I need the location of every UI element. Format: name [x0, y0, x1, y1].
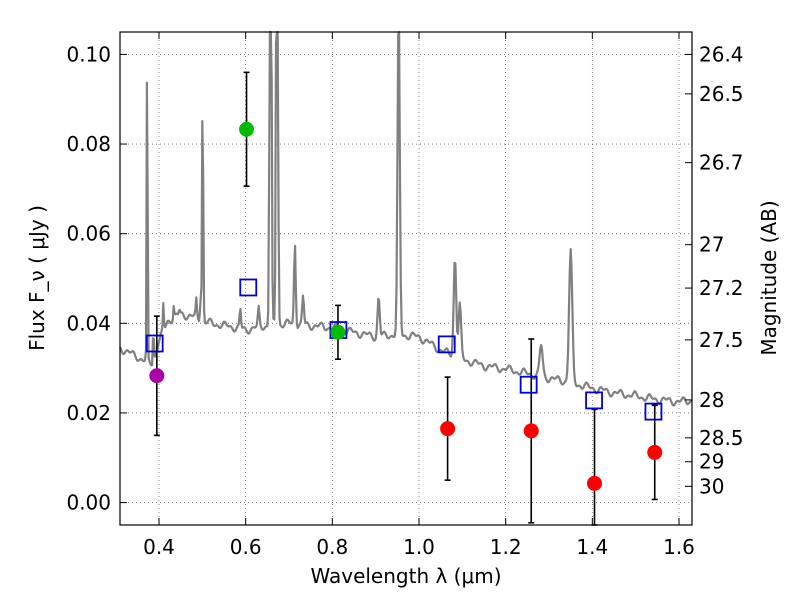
mag-tick-label: 26.7 — [699, 151, 744, 175]
x-tick-label: 0.4 — [143, 535, 175, 559]
model-photometry-square — [239, 278, 258, 297]
y-tick-label: 0.00 — [66, 491, 111, 515]
x-tick-label: 0.8 — [316, 535, 348, 559]
tick-label-layer: 0.4 0.6 0.8 1.0 1.2 1.4 1.6 0.00 0.02 0.04 0.06 0.0… — [66, 42, 743, 559]
observed-point — [239, 121, 255, 137]
mag-tick-label: 27 — [699, 233, 724, 257]
grid-layer — [120, 32, 692, 525]
y-tick-label: 0.10 — [66, 42, 111, 66]
observed-point — [647, 444, 663, 460]
tick-layer — [120, 32, 692, 525]
x-tick-label: 0.6 — [230, 535, 262, 559]
mag-tick-label: 27.5 — [699, 328, 744, 352]
model-photometry-square — [145, 334, 164, 353]
mag-tick-label: 29 — [699, 450, 724, 474]
observed-point — [330, 324, 346, 340]
observed-point — [587, 475, 602, 491]
mag-tick-label: 28.5 — [699, 426, 744, 450]
right-y-axis-title: Magnitude (AB) — [757, 200, 781, 355]
x-tick-label: 1.0 — [403, 535, 435, 559]
model-spectrum-line — [118, 30, 693, 407]
y-tick-label: 0.08 — [66, 132, 111, 156]
y-tick-label: 0.06 — [66, 222, 111, 246]
x-axis-title: Wavelength λ (μm) — [310, 564, 501, 588]
mag-tick-label: 27.2 — [699, 276, 744, 300]
mag-tick-label: 26.4 — [699, 42, 744, 66]
observed-point — [440, 421, 456, 437]
y-tick-label: 0.02 — [66, 401, 111, 425]
model-photometry-square — [437, 335, 456, 354]
observed-point — [523, 423, 539, 439]
mag-tick-label: 26.5 — [699, 82, 744, 106]
y-axis-title: Flux F_ν ( μJy ) — [25, 205, 49, 351]
points-layer — [145, 71, 663, 526]
model-photometry-square — [644, 402, 663, 421]
mag-tick-label: 30 — [699, 474, 724, 498]
model-photometry-square — [585, 391, 603, 410]
x-tick-label: 1.4 — [576, 535, 608, 559]
observed-point — [149, 368, 165, 384]
spectrum-layer — [118, 30, 693, 407]
y-tick-label: 0.04 — [66, 311, 111, 335]
x-tick-label: 1.2 — [490, 535, 522, 559]
model-photometry-square — [519, 375, 538, 394]
x-tick-label: 1.6 — [663, 535, 695, 559]
plot-frame — [119, 31, 693, 526]
mag-tick-label: 28 — [699, 388, 724, 412]
